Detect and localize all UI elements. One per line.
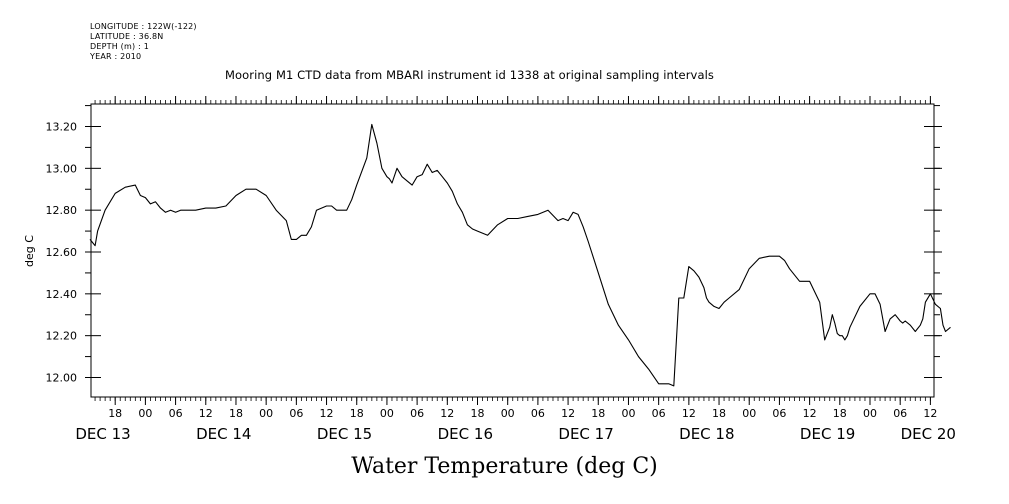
x-tick-label: 12 — [803, 407, 817, 420]
x-tick-label: 00 — [863, 407, 877, 420]
series-line — [89, 123, 951, 387]
y-tick-label: 12.60 — [46, 246, 78, 259]
x-tick-label: 18 — [591, 407, 605, 420]
x-tick-label: 18 — [833, 407, 847, 420]
x-tick-label: 06 — [531, 407, 545, 420]
y-tick-label: 12.40 — [46, 288, 78, 301]
y-tick-label: 12.80 — [46, 204, 78, 217]
x-day-label: DEC 20 — [901, 425, 956, 443]
x-day-label: DEC 13 — [75, 425, 130, 443]
latitude-label: LATITUDE : 36.8N — [90, 32, 164, 41]
x-minor-ticks — [94, 100, 931, 401]
x-tick-label: 06 — [169, 407, 183, 420]
x-tick-label: 12 — [561, 407, 575, 420]
y-tick-label: 12.20 — [46, 330, 78, 343]
x-tick-label: 06 — [410, 407, 424, 420]
x-tick-label: 18 — [108, 407, 122, 420]
x-tick-label: 18 — [350, 407, 364, 420]
x-tick-label: 12 — [199, 407, 213, 420]
x-tick-label: 00 — [380, 407, 394, 420]
x-day-label: DEC 19 — [800, 425, 855, 443]
x-day-label: DEC 16 — [438, 425, 493, 443]
x-tick-label: 12 — [320, 407, 334, 420]
x-tick-label: 12 — [923, 407, 937, 420]
x-axis-title: Water Temperature (deg C) — [351, 454, 658, 479]
x-tick-label: 06 — [652, 407, 666, 420]
x-tick-label: 06 — [772, 407, 786, 420]
y-tick-label: 12.00 — [46, 372, 78, 385]
y-axis-label: deg C — [23, 235, 36, 267]
x-day-label: DEC 18 — [679, 425, 734, 443]
x-tick-label: 18 — [712, 407, 726, 420]
x-tick-label: 06 — [893, 407, 907, 420]
x-tick-label: 00 — [259, 407, 273, 420]
x-tick-label: 18 — [471, 407, 485, 420]
x-tick-label: 00 — [742, 407, 756, 420]
x-tick-label: 18 — [229, 407, 243, 420]
x-day-label: DEC 14 — [196, 425, 251, 443]
x-day-label: DEC 17 — [558, 425, 613, 443]
chart-title: Mooring M1 CTD data from MBARI instrumen… — [225, 68, 714, 82]
metadata-block: LONGITUDE : 122W(-122) LATITUDE : 36.8N … — [90, 22, 197, 62]
x-tick-label: 06 — [289, 407, 303, 420]
x-tick-label: 00 — [621, 407, 635, 420]
x-day-label: DEC 15 — [317, 425, 372, 443]
plot-frame — [90, 103, 935, 398]
x-tick-label: 00 — [501, 407, 515, 420]
x-tick-label: 12 — [440, 407, 454, 420]
y-tick-label: 13.00 — [46, 162, 78, 175]
year-label: YEAR : 2010 — [90, 52, 142, 61]
x-tick-label: 00 — [138, 407, 152, 420]
longitude-label: LONGITUDE : 122W(-122) — [90, 22, 197, 31]
depth-label: DEPTH (m) : 1 — [90, 42, 149, 51]
x-tick-label: 12 — [682, 407, 696, 420]
y-tick-label: 13.20 — [46, 121, 78, 134]
